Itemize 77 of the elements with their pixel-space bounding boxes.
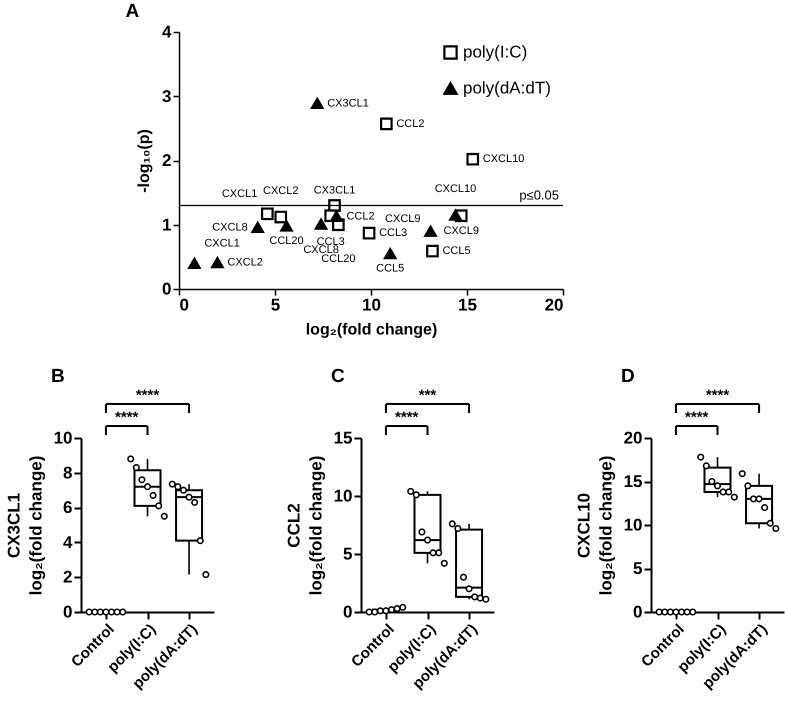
chart-title: C: [331, 366, 345, 387]
point: [380, 118, 393, 130]
y-tick-label: 10: [54, 428, 72, 448]
chart-title: D: [621, 366, 635, 387]
point: [251, 222, 264, 233]
chart-title: B: [51, 366, 65, 387]
ref-line-label: p≤0.05: [519, 187, 559, 202]
annotation: CCL20: [269, 235, 304, 248]
y-tick-label: 0: [633, 602, 642, 622]
annotation: CXCL1: [222, 188, 258, 200]
point: [211, 257, 224, 268]
annotation: CCL5: [376, 262, 404, 275]
y-tick-label: 5: [633, 559, 642, 578]
chart-title: A: [126, 1, 140, 22]
y-tick-label: 1: [162, 215, 172, 234]
annotation: CCL3: [379, 227, 408, 240]
text: ****: [706, 387, 730, 404]
text: ****: [395, 409, 419, 426]
y-tick-label: 0: [343, 602, 352, 622]
y-tick-label: 4: [63, 532, 74, 552]
point: [260, 207, 274, 220]
annotation: CXCL10: [434, 183, 476, 196]
point: [426, 244, 439, 258]
x-tick-label: 0: [180, 296, 189, 314]
x-tick-label: 5: [270, 296, 280, 314]
y-axis-title: CX3CL1 log₂(fold change): [4, 456, 46, 596]
y-tick-label: 3: [162, 86, 172, 106]
annotation: CCL2: [396, 118, 424, 130]
x-axis-title: log₂(fold change): [306, 322, 438, 338]
point: [274, 210, 288, 224]
y-tick-label: 0: [162, 280, 172, 298]
x-tick-label: 20: [544, 296, 564, 314]
annotation: CCL5: [442, 245, 471, 258]
x-tick-label: 15: [458, 296, 477, 314]
y-tick-label: 15: [624, 472, 642, 491]
y-tick-label: 8: [63, 463, 72, 482]
annotation: CXCL9: [385, 213, 421, 226]
y-axis-title: CCL2 log₂(fold change): [284, 456, 326, 596]
point: [466, 152, 480, 166]
annotation: CXCL9: [444, 224, 479, 237]
y-tick-label: 4: [162, 22, 172, 42]
point: [330, 210, 343, 222]
text: ***: [418, 387, 436, 404]
point: [280, 220, 293, 232]
text: ****: [685, 409, 709, 426]
y-axis-title: CXCL10 log₂(fold change): [574, 456, 616, 596]
annotation: CX3CL1: [327, 97, 369, 110]
y-tick-label: 2: [63, 568, 72, 587]
y-tick-label: 6: [63, 498, 72, 518]
point: [314, 218, 328, 230]
annotation: CX3CL1: [314, 184, 356, 196]
annotation: CXCL8: [212, 221, 248, 234]
point: [449, 209, 462, 221]
annotation: CXCL2: [263, 185, 298, 198]
point: [310, 98, 324, 109]
y-tick-label: 0: [63, 602, 72, 622]
text: ****: [136, 387, 160, 404]
annotation: CXCL2: [227, 256, 263, 269]
y-tick-label: 2: [162, 151, 172, 170]
y-tick-label: 5: [343, 544, 352, 564]
annotation: CCL2: [346, 210, 375, 222]
point: [188, 258, 201, 269]
y-tick-label: 10: [334, 486, 352, 506]
y-axis-title: -log₁₀(p): [136, 129, 154, 193]
y-tick-label: 15: [334, 428, 352, 448]
legend-label: poly(dA:dT): [463, 78, 551, 98]
y-tick-label: 10: [624, 516, 642, 534]
text: ****: [115, 409, 139, 426]
annotation: CCL20: [321, 252, 356, 265]
x-tick-label: 10: [362, 296, 381, 314]
annotation: CXCL10: [482, 153, 524, 166]
point: [424, 226, 437, 237]
annotation: CXCL1: [204, 237, 240, 250]
point: [362, 226, 376, 240]
y-tick-label: 20: [624, 428, 642, 448]
point: [384, 248, 397, 260]
legend-label: poly(I:C): [463, 42, 528, 62]
